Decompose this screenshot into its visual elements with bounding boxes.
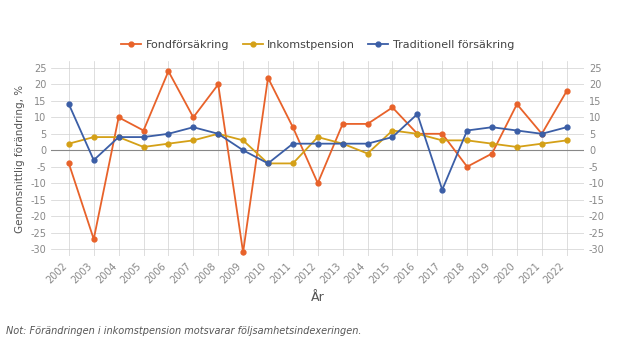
Inkomstpension: [289, 161, 296, 165]
Traditionell försäkring: [264, 161, 272, 165]
Traditionell försäkring: [65, 102, 73, 106]
Fondförsäkring: [364, 122, 371, 126]
Fondförsäkring: [389, 105, 396, 109]
Inkomstpension: [538, 142, 546, 146]
Fondförsäkring: [264, 76, 272, 80]
Traditionell försäkring: [389, 135, 396, 139]
Traditionell försäkring: [165, 132, 172, 136]
Fondförsäkring: [563, 89, 570, 93]
Text: Not: Förändringen i inkomstpension motsvarar följsamhetsindexeringen.: Not: Förändringen i inkomstpension motsv…: [6, 326, 361, 336]
Traditionell försäkring: [414, 112, 421, 116]
Line: Inkomstpension: Inkomstpension: [66, 128, 569, 166]
Fondförsäkring: [438, 132, 446, 136]
Fondförsäkring: [314, 181, 322, 185]
Inkomstpension: [438, 138, 446, 142]
Fondförsäkring: [215, 82, 222, 86]
Fondförsäkring: [489, 152, 496, 156]
Traditionell försäkring: [489, 125, 496, 129]
Traditionell försäkring: [438, 188, 446, 192]
Fondförsäkring: [165, 69, 172, 73]
Inkomstpension: [364, 152, 371, 156]
Line: Fondförsäkring: Fondförsäkring: [66, 69, 569, 255]
Inkomstpension: [339, 142, 347, 146]
Inkomstpension: [463, 138, 471, 142]
Line: Traditionell försäkring: Traditionell försäkring: [66, 102, 569, 192]
Traditionell försäkring: [513, 128, 521, 133]
Traditionell försäkring: [140, 135, 147, 139]
Inkomstpension: [414, 132, 421, 136]
Traditionell försäkring: [289, 142, 296, 146]
Inkomstpension: [239, 138, 247, 142]
Fondförsäkring: [463, 165, 471, 169]
X-axis label: År: År: [311, 291, 325, 304]
Fondförsäkring: [190, 115, 197, 119]
Inkomstpension: [389, 128, 396, 133]
Traditionell försäkring: [239, 148, 247, 152]
Traditionell försäkring: [538, 132, 546, 136]
Inkomstpension: [165, 142, 172, 146]
Traditionell försäkring: [190, 125, 197, 129]
Inkomstpension: [264, 161, 272, 165]
Fondförsäkring: [90, 237, 97, 241]
Traditionell försäkring: [563, 125, 570, 129]
Fondförsäkring: [140, 128, 147, 133]
Fondförsäkring: [289, 125, 296, 129]
Inkomstpension: [489, 142, 496, 146]
Inkomstpension: [65, 142, 73, 146]
Inkomstpension: [140, 145, 147, 149]
Y-axis label: Genomsnittlig förändring, %: Genomsnittlig förändring, %: [15, 84, 25, 233]
Traditionell försäkring: [463, 128, 471, 133]
Fondförsäkring: [414, 132, 421, 136]
Inkomstpension: [215, 132, 222, 136]
Legend: Fondförsäkring, Inkomstpension, Traditionell försäkring: Fondförsäkring, Inkomstpension, Traditio…: [117, 36, 519, 55]
Inkomstpension: [314, 135, 322, 139]
Inkomstpension: [563, 138, 570, 142]
Inkomstpension: [190, 138, 197, 142]
Traditionell försäkring: [339, 142, 347, 146]
Traditionell försäkring: [90, 158, 97, 162]
Traditionell försäkring: [314, 142, 322, 146]
Fondförsäkring: [538, 132, 546, 136]
Fondförsäkring: [239, 250, 247, 254]
Traditionell försäkring: [215, 132, 222, 136]
Fondförsäkring: [339, 122, 347, 126]
Fondförsäkring: [115, 115, 122, 119]
Inkomstpension: [90, 135, 97, 139]
Traditionell försäkring: [364, 142, 371, 146]
Fondförsäkring: [513, 102, 521, 106]
Inkomstpension: [513, 145, 521, 149]
Traditionell försäkring: [115, 135, 122, 139]
Inkomstpension: [115, 135, 122, 139]
Fondförsäkring: [65, 161, 73, 165]
